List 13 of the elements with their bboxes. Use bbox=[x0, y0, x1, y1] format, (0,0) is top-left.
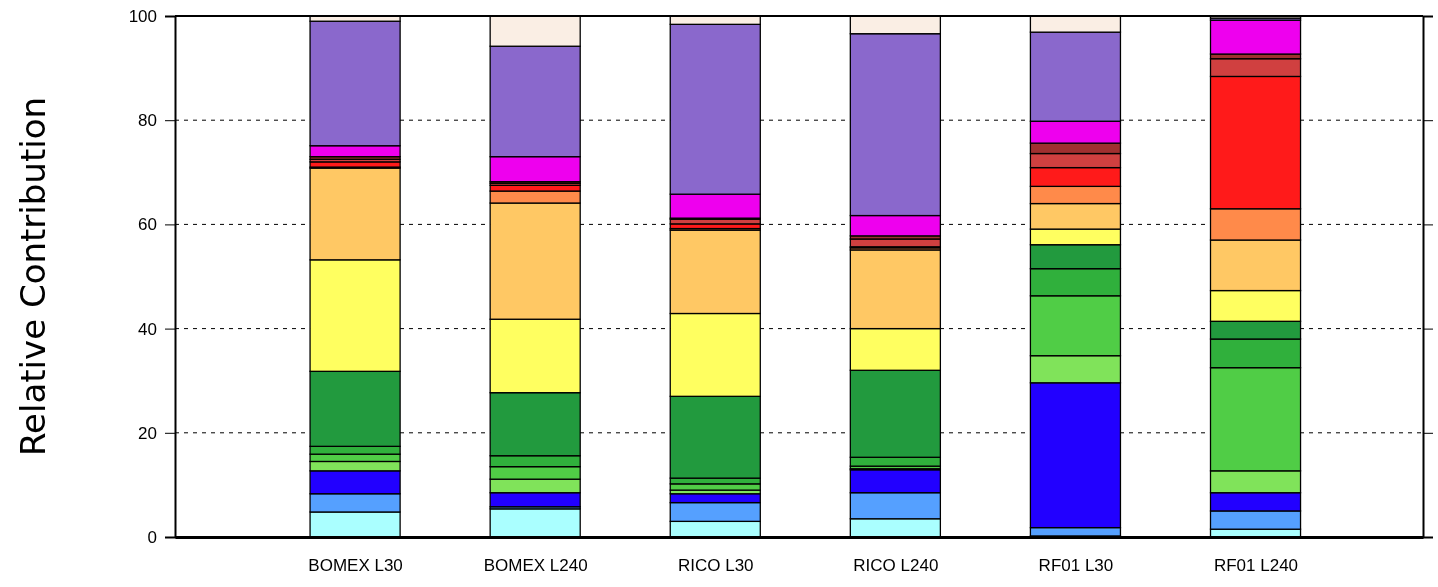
y-tick-label: 0 bbox=[147, 527, 157, 547]
x-tick-label: BOMEX L30 bbox=[308, 556, 403, 576]
y-tick-label: 100 bbox=[128, 6, 157, 26]
x-tick-label: RICO L240 bbox=[853, 556, 939, 576]
y-axis-title: Relative Contribution bbox=[13, 96, 53, 457]
y-tick-label: 20 bbox=[138, 423, 157, 443]
x-tick-label: RICO L30 bbox=[677, 556, 754, 576]
x-tick-label: RF01 L240 bbox=[1213, 556, 1299, 576]
y-tick-label: 40 bbox=[138, 319, 157, 339]
y-tick-label: 60 bbox=[138, 215, 157, 235]
x-tick-label: BOMEX L240 bbox=[483, 556, 588, 576]
x-tick-label: RF01 L30 bbox=[1038, 556, 1114, 576]
y-tick-label: 80 bbox=[138, 111, 157, 131]
